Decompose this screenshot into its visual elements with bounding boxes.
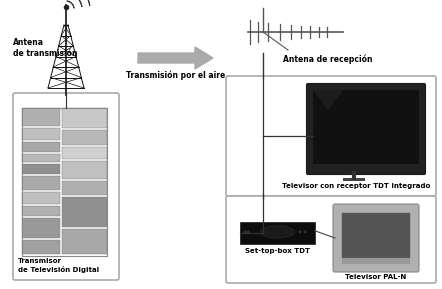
Bar bbox=[240, 222, 315, 244]
Polygon shape bbox=[313, 90, 343, 110]
Text: Transmisor
de Televisión Digital: Transmisor de Televisión Digital bbox=[18, 258, 99, 273]
Bar bbox=[343, 178, 366, 181]
Bar bbox=[22, 192, 60, 204]
Text: Set-top-box TDT: Set-top-box TDT bbox=[245, 248, 310, 254]
Bar bbox=[62, 161, 107, 179]
Bar bbox=[22, 176, 60, 190]
Text: Antena de recepción: Antena de recepción bbox=[283, 55, 373, 64]
Bar bbox=[342, 213, 410, 258]
Bar bbox=[22, 108, 107, 256]
Text: Antena
de transmisión: Antena de transmisión bbox=[13, 38, 77, 58]
Bar bbox=[62, 229, 107, 254]
FancyBboxPatch shape bbox=[13, 93, 119, 280]
Text: Televisor con receptor TDT integrado: Televisor con receptor TDT integrado bbox=[282, 183, 430, 189]
Ellipse shape bbox=[261, 226, 294, 238]
Circle shape bbox=[247, 230, 249, 234]
FancyBboxPatch shape bbox=[306, 84, 426, 175]
Bar bbox=[62, 147, 107, 159]
Bar bbox=[22, 218, 60, 238]
Bar bbox=[22, 240, 60, 254]
Bar bbox=[342, 258, 410, 264]
Text: Transmisión por el aire: Transmisión por el aire bbox=[126, 71, 225, 80]
Bar bbox=[22, 206, 60, 216]
Text: Televisor PAL-N: Televisor PAL-N bbox=[345, 274, 407, 280]
Bar bbox=[313, 90, 419, 164]
Bar bbox=[62, 197, 107, 227]
Bar bbox=[22, 128, 60, 140]
Bar bbox=[22, 142, 60, 152]
Bar bbox=[62, 130, 107, 145]
FancyArrow shape bbox=[138, 47, 213, 69]
Bar bbox=[62, 181, 107, 195]
Bar bbox=[22, 108, 60, 126]
Bar bbox=[22, 164, 60, 174]
Circle shape bbox=[244, 230, 247, 234]
FancyBboxPatch shape bbox=[333, 204, 419, 272]
Bar bbox=[22, 154, 60, 162]
Bar bbox=[62, 108, 107, 128]
FancyBboxPatch shape bbox=[226, 76, 436, 196]
Circle shape bbox=[298, 230, 301, 234]
Circle shape bbox=[304, 230, 306, 234]
FancyBboxPatch shape bbox=[226, 196, 436, 283]
